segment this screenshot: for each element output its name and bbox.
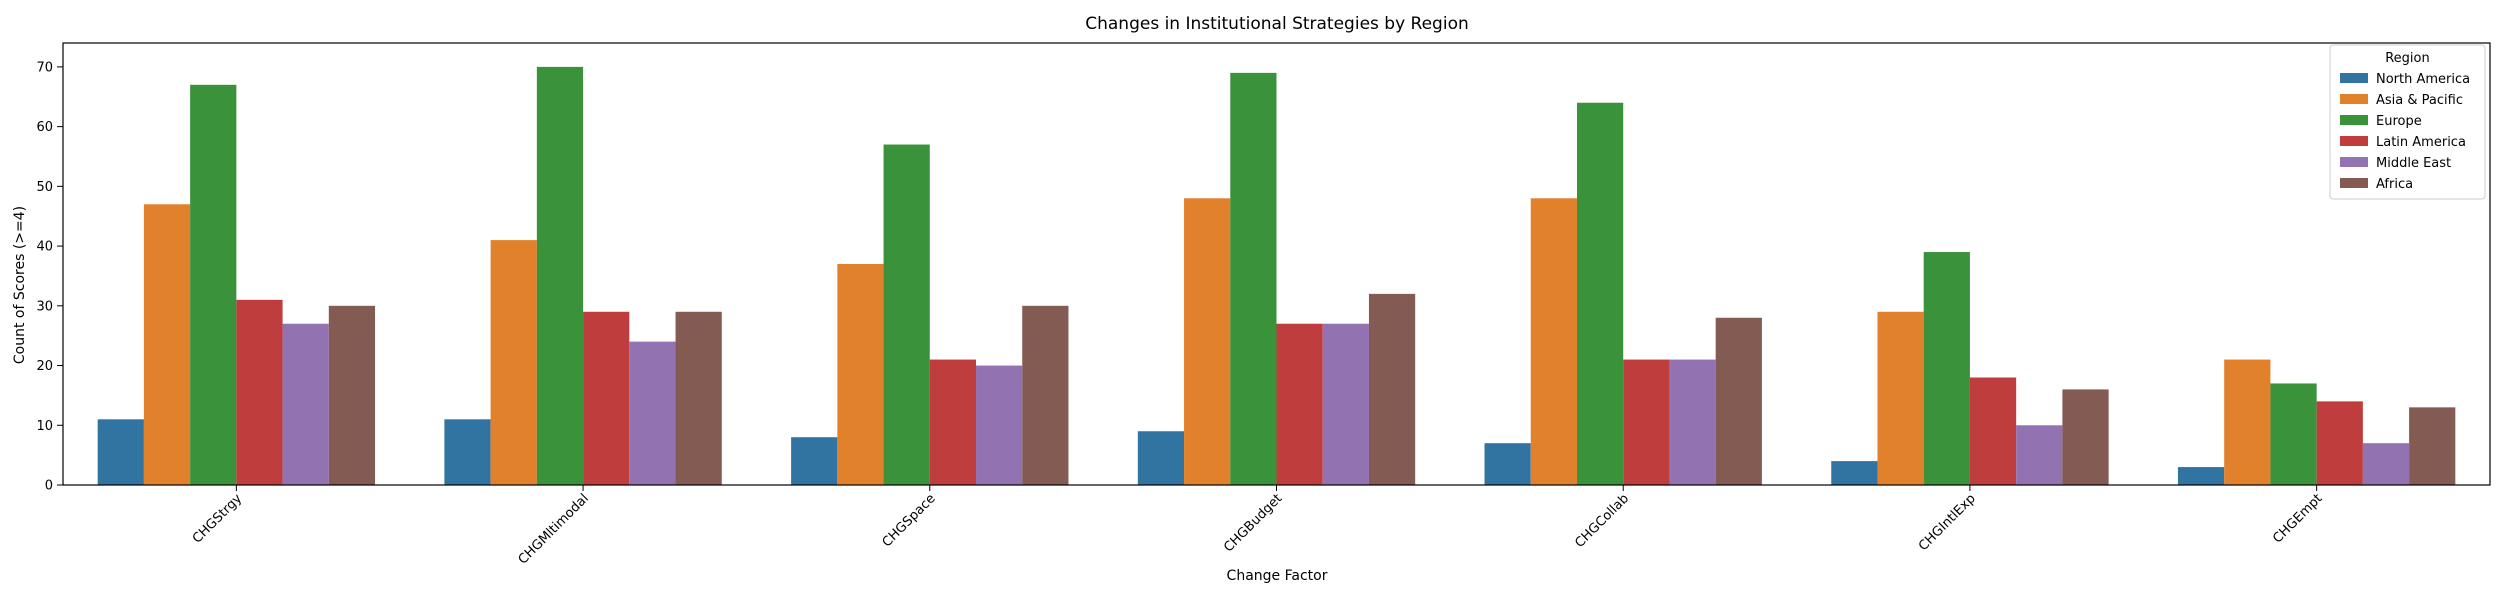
bar-chgempt-latin-america bbox=[2316, 401, 2363, 485]
bar-chgcollab-asia-pacific bbox=[1530, 198, 1577, 485]
y-tick-label: 70 bbox=[36, 60, 53, 75]
legend-entry: North America bbox=[2376, 72, 2470, 87]
bar-chgbudget-europe bbox=[1230, 72, 1277, 485]
legend-swatch bbox=[2340, 73, 2368, 83]
plot-area bbox=[62, 42, 2491, 486]
legend-title: Region bbox=[2385, 51, 2430, 66]
legend-box bbox=[2329, 44, 2486, 200]
x-tick-label: CHGSpace bbox=[880, 491, 939, 550]
legend-swatch bbox=[2340, 136, 2368, 146]
x-tick-label: CHGEmpt bbox=[2270, 491, 2325, 546]
y-tick-label: 0 bbox=[45, 479, 53, 494]
bar-chgintlexp-asia-pacific bbox=[1877, 311, 1924, 485]
bar-chgstrgy-asia-pacific bbox=[143, 204, 191, 485]
legend-entry: Latin America bbox=[2376, 135, 2466, 150]
legend-entry: Europe bbox=[2376, 114, 2422, 129]
bar-chgspace-middle-east bbox=[976, 365, 1023, 485]
bar-chgspace-latin-america bbox=[929, 359, 977, 485]
bar-chgmltimodal-latin-america bbox=[583, 311, 630, 485]
bar-chgintlexp-africa bbox=[2062, 389, 2109, 485]
x-tick-label: CHGBudget bbox=[1221, 491, 1285, 555]
y-tick-label: 40 bbox=[36, 240, 53, 255]
bar-chgcollab-middle-east bbox=[1669, 359, 1716, 485]
y-tick-label: 20 bbox=[36, 359, 53, 374]
y-tick-label: 60 bbox=[36, 120, 53, 135]
legend-swatch bbox=[2340, 178, 2368, 188]
bar-chgbudget-middle-east bbox=[1322, 323, 1369, 485]
x-tick-label: CHGStrgy bbox=[190, 491, 246, 547]
legend-entry: Asia & Pacific bbox=[2376, 93, 2463, 108]
bar-chgstrgy-latin-america bbox=[236, 299, 283, 485]
x-axis: CHGStrgy CHGMltimodal CHGSpace CHGBudget CHG… bbox=[190, 485, 2325, 568]
bar-chgbudget-latin-america bbox=[1276, 323, 1323, 485]
bar-chgintlexp-middle-east bbox=[2016, 425, 2063, 485]
bar-chgspace-europe bbox=[883, 144, 930, 486]
legend-entry: Africa bbox=[2376, 177, 2413, 192]
legend-swatch bbox=[2340, 157, 2368, 167]
legend: Region North America Asia & Pacific Europe L… bbox=[2329, 44, 2486, 200]
y-tick-label: 30 bbox=[36, 299, 53, 314]
bar-chgcollab-europe bbox=[1576, 102, 1624, 485]
y-tick-label: 10 bbox=[36, 419, 53, 434]
bar-chgmltimodal-europe bbox=[536, 66, 584, 485]
bar-chgempt-north-america bbox=[2177, 467, 2225, 485]
bar-chgmltimodal-middle-east bbox=[629, 341, 676, 485]
bar-chgempt-asia-pacific bbox=[2224, 359, 2271, 485]
bar-chgbudget-asia-pacific bbox=[1184, 198, 1231, 485]
bar-chgspace-africa bbox=[1022, 305, 1069, 485]
y-axis: 0 10 20 30 40 50 60 70 bbox=[36, 60, 63, 494]
x-tick-label: CHGIntlExp bbox=[1916, 491, 1979, 554]
x-tick-label: CHGMltimodal bbox=[516, 491, 592, 567]
bar-chgcollab-latin-america bbox=[1623, 359, 1670, 485]
x-tick-label: CHGCollab bbox=[1572, 491, 1632, 551]
legend-swatch bbox=[2340, 94, 2368, 104]
bar-chgintlexp-latin-america bbox=[1969, 377, 2017, 485]
bar-chgspace-north-america bbox=[791, 437, 838, 485]
bar-chgstrgy-middle-east bbox=[282, 323, 329, 485]
bar-chgstrgy-africa bbox=[328, 305, 376, 485]
bar-chgmltimodal-asia-pacific bbox=[490, 240, 537, 485]
bar-chgbudget-africa bbox=[1368, 293, 1416, 485]
bar-chgintlexp-north-america bbox=[1831, 461, 1878, 485]
bar-chgcollab-africa bbox=[1715, 317, 1762, 485]
bar-chgspace-asia-pacific bbox=[837, 264, 884, 485]
bar-chgintlexp-europe bbox=[1923, 252, 1970, 485]
bar-chgmltimodal-north-america bbox=[444, 419, 491, 485]
bar-chgstrgy-north-america bbox=[97, 419, 144, 485]
bar-chgempt-africa bbox=[2409, 407, 2456, 485]
chart-title: Changes in Institutional Strategies by R… bbox=[1085, 14, 1469, 34]
bar-chgstrgy-europe bbox=[190, 84, 237, 485]
x-axis-label: Change Factor bbox=[1227, 568, 1328, 584]
bar-chgbudget-north-america bbox=[1137, 431, 1185, 485]
bar-chgcollab-north-america bbox=[1484, 443, 1531, 485]
legend-swatch bbox=[2340, 115, 2368, 125]
bar-chgmltimodal-africa bbox=[675, 311, 722, 485]
bar-chgempt-middle-east bbox=[2362, 443, 2410, 485]
y-axis-label: Count of Scores (>=4) bbox=[12, 206, 28, 364]
legend-entry: Middle East bbox=[2376, 156, 2451, 171]
bar-chgempt-europe bbox=[2270, 383, 2317, 485]
y-tick-label: 50 bbox=[36, 180, 53, 195]
